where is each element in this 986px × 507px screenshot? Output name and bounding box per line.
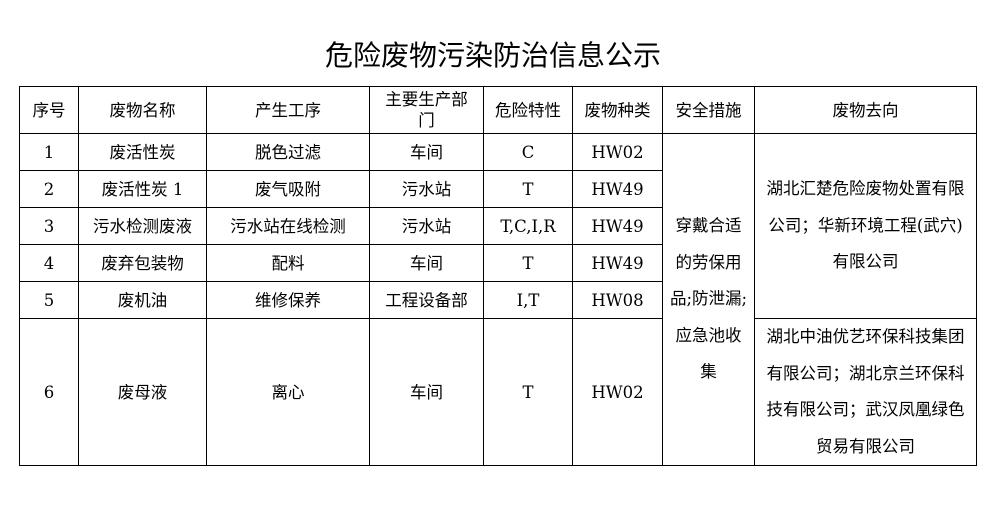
cell-dept: 工程设备部: [369, 281, 484, 319]
cell-category: HW49: [572, 207, 663, 245]
cell-hazard: T,C,I,R: [483, 207, 573, 245]
cell-name: 污水检测废液: [78, 207, 207, 245]
cell-name: 废机油: [78, 281, 207, 319]
header-hazard: 危险特性: [483, 86, 573, 134]
cell-dept: 污水站: [369, 170, 484, 208]
cell-name: 废活性炭: [78, 133, 207, 171]
cell-process: 脱色过滤: [206, 133, 370, 171]
cell-dept: 污水站: [369, 207, 484, 245]
cell-no: 6: [19, 318, 79, 466]
cell-safety-measures: 穿戴合适的劳保用品;防泄漏;应急池收集: [662, 133, 755, 466]
cell-process: 维修保养: [206, 281, 370, 319]
cell-no: 4: [19, 244, 79, 282]
cell-category: HW49: [572, 244, 663, 282]
cell-category: HW02: [572, 133, 663, 171]
cell-process: 废气吸附: [206, 170, 370, 208]
cell-hazard: C: [483, 133, 573, 171]
header-row: 序号 废物名称 产生工序 主要生产部门 危险特性 废物种类 安全措施 废物去向: [19, 86, 977, 134]
cell-dept: 车间: [369, 244, 484, 282]
cell-name: 废母液: [78, 318, 207, 466]
cell-hazard: I,T: [483, 281, 573, 319]
table-row: 2 废活性炭 1 废气吸附 污水站 T HW49: [19, 170, 977, 208]
cell-hazard: T: [483, 318, 573, 466]
cell-dept: 车间: [369, 318, 484, 466]
header-no: 序号: [19, 86, 79, 134]
cell-no: 5: [19, 281, 79, 319]
cell-no: 1: [19, 133, 79, 171]
cell-name: 废活性炭 1: [78, 170, 207, 208]
cell-hazard: T: [483, 244, 573, 282]
cell-category: HW08: [572, 281, 663, 319]
header-dept: 主要生产部门: [369, 86, 484, 134]
cell-no: 2: [19, 170, 79, 208]
cell-category: HW02: [572, 318, 663, 466]
header-process: 产生工序: [206, 86, 370, 134]
hazardous-waste-table: 序号 废物名称 产生工序 主要生产部门 危险特性 废物种类 安全措施 废物去向 …: [19, 86, 977, 466]
cell-category: HW49: [572, 170, 663, 208]
table-row: 1 废活性炭 脱色过滤 车间 C HW02 穿戴合适的劳保用品;防泄漏;应急池收…: [19, 133, 977, 466]
cell-destination-1: 湖北汇楚危险废物处置有限公司；华新环境工程(武穴)有限公司: [754, 133, 977, 319]
cell-process: 配料: [206, 244, 370, 282]
cell-hazard: T: [483, 170, 573, 208]
header-name: 废物名称: [78, 86, 207, 134]
header-destination: 废物去向: [754, 86, 977, 134]
header-category: 废物种类: [572, 86, 663, 134]
cell-name: 废弃包装物: [78, 244, 207, 282]
table-row: 5 废机油 维修保养 工程设备部 I,T HW08: [19, 281, 977, 319]
cell-process: 污水站在线检测: [206, 207, 370, 245]
page-title: 危险废物污染防治信息公示: [324, 39, 661, 72]
cell-process: 离心: [206, 318, 370, 466]
cell-no: 3: [19, 207, 79, 245]
header-measures: 安全措施: [662, 86, 755, 134]
cell-dept: 车间: [369, 133, 484, 171]
cell-destination-2: 湖北中油优艺环保科技集团有限公司；湖北京兰环保科技有限公司；武汉凤凰绿色贸易有限…: [754, 318, 977, 466]
table-row: 4 废弃包装物 配料 车间 T HW49: [19, 244, 977, 282]
table-row: 6 废母液 离心 车间 T HW02 湖北中油优艺环保科技集团有限公司；湖北京兰…: [19, 318, 977, 466]
